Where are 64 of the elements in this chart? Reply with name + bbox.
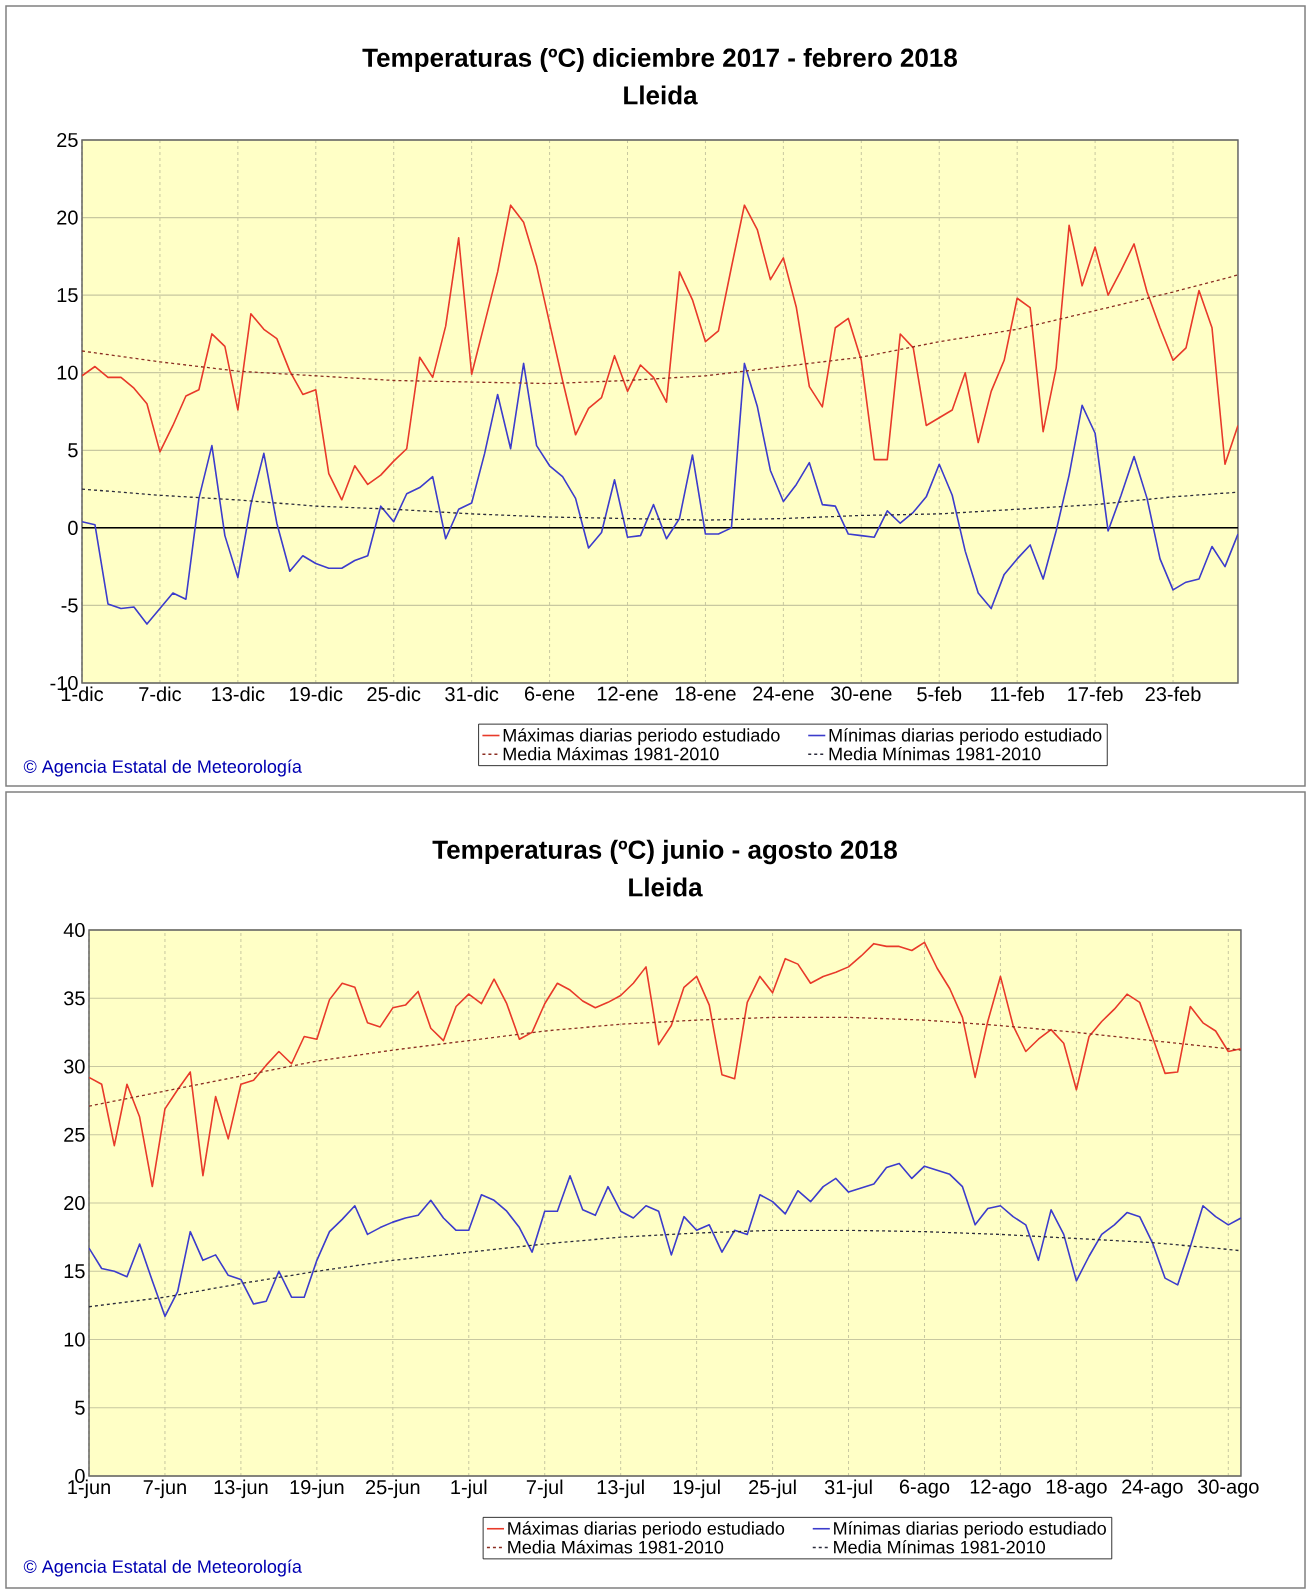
x-tick-label: 23-feb [1145,686,1201,702]
line-series [82,488,1238,521]
x-tick-label: 1-jul [451,1479,487,1499]
legend-label: Media Máximas 1981-2010 [503,746,719,761]
x-tick-label: 19-jul [673,1479,720,1499]
chart-subtitle: Lleida [624,85,698,105]
x-tick-label: 18-ene [675,686,736,701]
x-tick-label: 13-jul [597,1479,644,1499]
line-series [89,941,1241,1188]
y-tick-label: 30 [63,1059,85,1074]
y-tick-label: 10 [57,365,78,380]
line-series [89,1162,1241,1318]
chart-subtitle: Lleida [629,877,703,897]
y-tick-label: 25 [64,1127,85,1142]
x-tick-label: 24-ago [1122,1479,1183,1498]
y-tick-label: 15 [64,1264,85,1279]
chart-title: Temperaturas (ºC) diciembre 2017 - febrero 2018 [362,47,957,73]
legend-label: Mínimas diarias periodo estudiado [834,1521,1106,1539]
x-tick-label: 12-ago [970,1479,1031,1498]
x-tick-label: 19-jun [290,1479,344,1499]
legend-label: Media Mínimas 1981-2010 [829,746,1041,761]
y-tick-label: 40 [63,922,85,938]
x-tick-label: 13-dic [212,686,265,702]
x-tick-label: 7-dic [139,686,182,702]
y-tick-label: 20 [57,210,78,225]
y-tick-label: 10 [64,1332,85,1347]
x-tick-label: 30-ago [1197,1479,1259,1498]
chart-title: Temperaturas (ºC) junio - agosto 2018 [432,839,897,865]
line-series [82,362,1238,625]
x-tick-label: 13-jun [214,1479,268,1499]
y-tick-label: 35 [63,991,85,1006]
text: © Agencia Estatal de Meteorología [23,759,302,777]
x-tick-label: 12-ene [597,686,658,701]
x-tick-label: 25-dic [367,686,421,702]
x-tick-label: 7-jun [143,1479,186,1499]
x-tick-label: 6-ene [525,686,575,701]
y-tick-label: 5 [68,443,78,458]
x-tick-label: 30-ene [830,686,892,701]
legend-label: Máximas diarias periodo estudiado [508,1521,785,1539]
text: © Agencia Estatal de Meteorología [23,1559,302,1577]
legend-label: Media Máximas 1981-2010 [508,1540,724,1554]
x-tick-label: 31-dic [445,686,499,702]
legend-label: Máximas diarias periodo estudiado [503,728,780,746]
line-series [82,204,1238,501]
x-tick-label: 11-feb [991,686,1044,702]
y-tick-label: -5 [61,598,78,613]
x-tick-label: 6-ago [899,1479,950,1498]
y-tick-label: 0 [68,520,78,535]
legend-label: Mínimas diarias periodo estudiado [829,728,1102,746]
x-tick-label: 7-jul [526,1479,563,1499]
x-tick-label: 5-feb [917,686,962,702]
line-series [89,1229,1241,1308]
x-tick-label: 25-jul [749,1479,796,1499]
y-tick-label: 25 [57,132,78,148]
x-tick-label: 17-feb [1068,686,1123,702]
x-tick-label: 24-ene [753,686,814,701]
y-tick-label: 20 [64,1195,85,1211]
y-tick-label: 15 [57,288,78,303]
legend-label: Media Mínimas 1981-2010 [834,1540,1045,1554]
x-tick-label: 19-dic [290,686,343,702]
x-tick-label: 18-ago [1046,1479,1107,1498]
y-tick-label: 5 [75,1400,85,1415]
x-tick-label: 25-jun [366,1479,420,1499]
x-tick-label: 31-jul [824,1479,872,1499]
